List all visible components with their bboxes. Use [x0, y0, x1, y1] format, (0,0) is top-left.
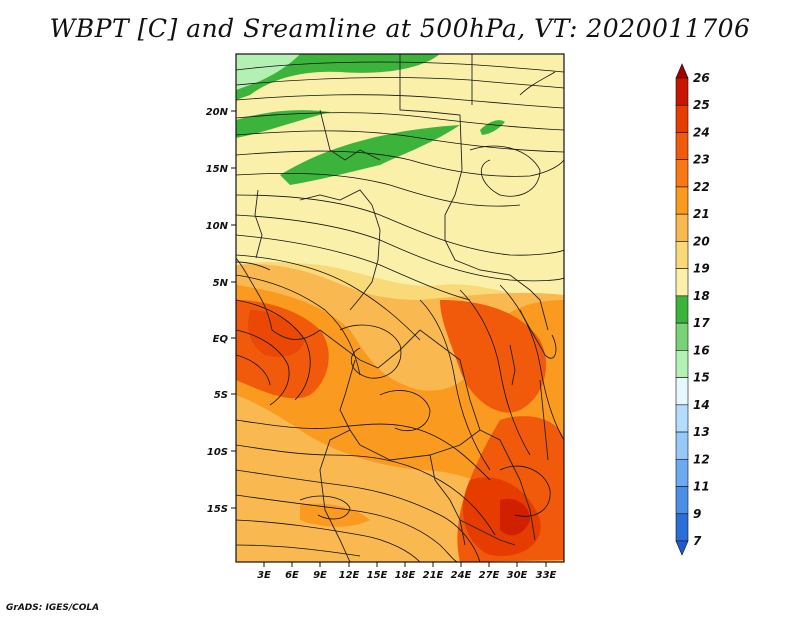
colorbar-swatch [675, 295, 689, 324]
colorbar-label: 26 [693, 71, 710, 85]
colorbar-swatch [675, 159, 689, 188]
colorbar-swatch [675, 377, 689, 406]
colorbar: 26 25 24 23 22 21 20 19 18 17 16 15 14 13 12 11 9 7 [675, 63, 710, 556]
colorbar-swatch [675, 513, 689, 542]
lon-label: 6E [285, 570, 299, 581]
colorbar-label: 9 [693, 507, 701, 521]
country-borders [236, 54, 557, 562]
lon-label: 15E [367, 570, 388, 581]
colorbar-swatch [675, 241, 689, 269]
lat-tick-15n: 15N [206, 164, 236, 175]
lon-label: 18E [395, 570, 416, 581]
colorbar-swatch [675, 350, 689, 378]
colorbar-label: 14 [693, 398, 710, 412]
lon-label: 9E [313, 570, 327, 581]
colorbar-bottom-arrow [675, 540, 689, 556]
lat-label: 10S [207, 447, 228, 458]
lon-tick-18e: 18E [395, 562, 416, 581]
lon-tick-27e: 27E [479, 562, 500, 581]
plot-frame [235, 53, 565, 563]
colorbar-top-arrow [675, 63, 689, 79]
lon-label: 30E [507, 570, 528, 581]
lat-label: EQ [213, 334, 229, 345]
lon-label: 27E [479, 570, 500, 581]
lat-label: 15N [206, 164, 229, 175]
colorbar-swatch [675, 404, 689, 433]
colorbar-swatch [675, 186, 689, 215]
colorbar-label: 18 [693, 289, 710, 303]
credit-label: GrADS: IGES/COLA [6, 603, 100, 613]
lon-tick-30e: 30E [507, 562, 528, 581]
colorbar-label: 7 [693, 534, 702, 548]
lat-tick-20n: 20N [206, 107, 236, 118]
lat-label: 5S [214, 390, 228, 401]
colorbar-label: 11 [693, 480, 710, 494]
lat-label: 20N [206, 107, 229, 118]
lat-tick-5s: 5S [214, 390, 236, 401]
colorbar-label: 16 [693, 343, 710, 357]
lat-axis: 20N 15N 10N 5N EQ 5S 10S 15S [206, 107, 236, 515]
lat-tick-10n: 10N [206, 221, 236, 232]
lon-tick-12e: 12E [339, 562, 360, 581]
colorbar-label: 20 [693, 234, 710, 248]
lon-label: 12E [339, 570, 360, 581]
map-title: WBPT [C] and Sreamline at 500hPa, VT: 20… [49, 14, 751, 43]
lon-tick-21e: 21E [423, 562, 444, 581]
lon-tick-9e: 9E [313, 562, 327, 581]
colorbar-swatch [675, 458, 689, 487]
lon-tick-3e: 3E [257, 562, 271, 581]
colorbar-swatch [675, 104, 689, 133]
colorbar-label: 21 [693, 207, 710, 221]
colorbar-label: 15 [693, 371, 710, 385]
colorbar-label: 23 [693, 153, 710, 167]
lon-label: 33E [536, 570, 557, 581]
colorbar-swatch [675, 268, 689, 297]
wbpt-shading [236, 54, 564, 562]
lon-label: 3E [257, 570, 271, 581]
streamlines [236, 61, 564, 562]
colorbar-label: 12 [693, 452, 710, 466]
colorbar-swatch [675, 132, 689, 161]
colorbar-label: 19 [693, 262, 710, 276]
lat-label: 5N [213, 278, 229, 289]
lon-tick-33e: 33E [536, 562, 557, 581]
lon-tick-15e: 15E [367, 562, 388, 581]
lat-label: 10N [206, 221, 229, 232]
colorbar-label: 24 [693, 125, 710, 139]
colorbar-swatch [675, 486, 689, 515]
lon-axis: 3E 6E 9E 12E 15E 18E 21E 24E [257, 562, 557, 581]
lon-tick-6e: 6E [285, 562, 299, 581]
lat-tick-5n: 5N [213, 278, 236, 289]
lat-tick-10s: 10S [207, 447, 236, 458]
colorbar-label: 17 [693, 316, 710, 330]
lon-tick-24e: 24E [451, 562, 472, 581]
lat-tick-eq: EQ [213, 334, 236, 345]
lat-tick-15s: 15S [207, 504, 236, 515]
colorbar-swatch [675, 213, 689, 242]
colorbar-label: 25 [693, 98, 710, 112]
colorbar-label: 22 [693, 180, 710, 194]
colorbar-swatch [675, 431, 689, 460]
colorbar-swatch [675, 322, 689, 351]
colorbar-swatch [675, 77, 689, 106]
lon-label: 24E [451, 570, 472, 581]
colorbar-label: 13 [693, 425, 710, 439]
lat-label: 15S [207, 504, 228, 515]
lon-label: 21E [423, 570, 444, 581]
